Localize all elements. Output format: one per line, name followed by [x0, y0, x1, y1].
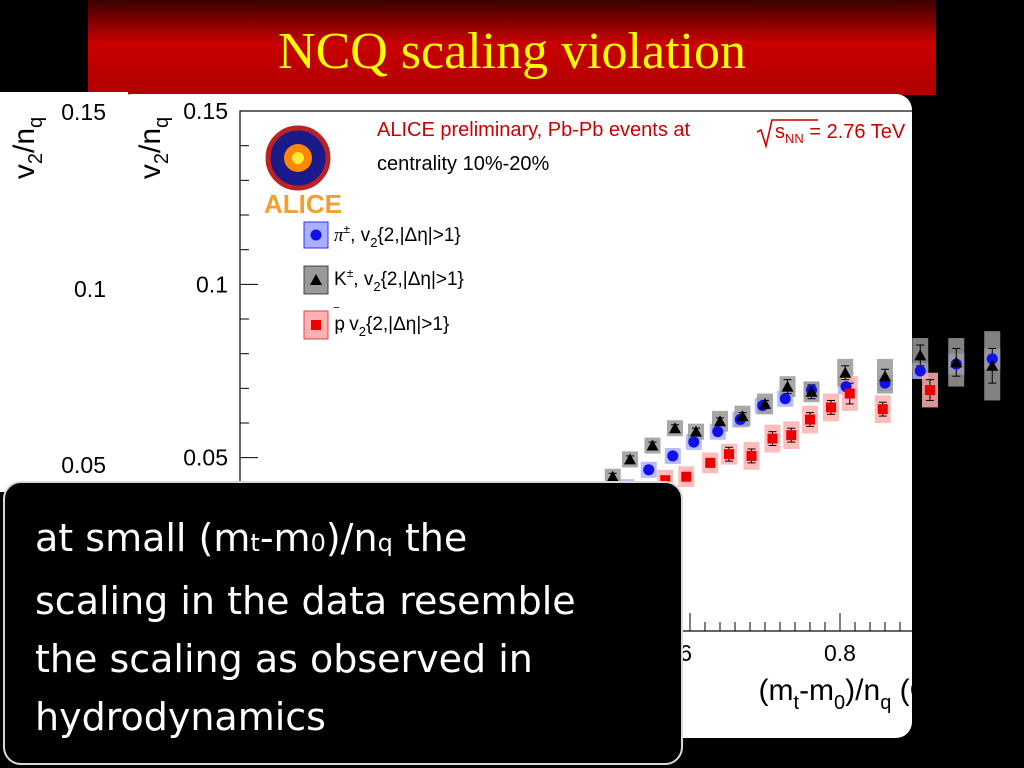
alice-logo-center: [292, 152, 304, 164]
kaon-point: [606, 470, 619, 482]
pion-point: [779, 393, 791, 405]
slide-title: NCQ scaling violation: [278, 23, 746, 80]
antiproton-point: [746, 450, 757, 461]
antiproton-point: [826, 402, 836, 413]
antiproton-point: [805, 414, 815, 425]
kaon-point: [805, 385, 818, 397]
kaon-point: [986, 359, 999, 371]
legend-label-antiproton: p‾, v2{2,|Δη|>1}: [333, 305, 449, 339]
kaon-point: [950, 356, 963, 368]
background-y-axis-title: v2/nq: [8, 117, 47, 179]
pion-point: [667, 450, 679, 462]
legend-swatch-kaon: [303, 265, 329, 295]
kaon-point: [646, 439, 659, 451]
title-banner: NCQ scaling violation: [88, 0, 936, 95]
annotation-callout: at small (mt-m0)/nq the scaling in the d…: [3, 481, 683, 765]
legend-marker-antiproton: [311, 320, 321, 330]
pion-point: [914, 365, 926, 377]
legend-entry-antiproton: p‾, v2{2,|Δη|>1}: [303, 305, 449, 340]
chart-title: ALICE preliminary, Pb-Pb events at: [377, 119, 691, 141]
systematic-bands: [584, 331, 1001, 503]
callout-line-2: scaling in the data resemble: [35, 579, 576, 623]
kaon-point: [781, 380, 794, 392]
chart-subtitle: centrality 10%-20%: [377, 153, 550, 175]
kaon-point: [669, 422, 681, 434]
y-tick-label: 0.05: [183, 445, 228, 471]
kaon-point: [839, 366, 852, 378]
pion-point: [688, 436, 700, 448]
callout-line-4: hydrodynamics: [35, 695, 326, 739]
legend-entry-kaon: K±, v2{2,|Δη|>1}: [303, 265, 464, 295]
legend-label-pion: π±, v2{2,|Δη|>1}: [334, 222, 461, 250]
legend-entry-pion: π±, v2{2,|Δη|>1}: [303, 221, 461, 250]
antiproton-point: [767, 433, 778, 444]
kaon-point: [879, 370, 891, 382]
kaon-point: [736, 410, 749, 422]
legend-marker-kaon: [310, 274, 322, 285]
kaon-point: [690, 425, 702, 437]
y-tick-label: 0.15: [183, 98, 228, 124]
alice-logo-text: ALICE: [264, 189, 342, 219]
sqrt-sign: [756, 119, 818, 150]
pion-point: [643, 464, 655, 476]
pion-point: [986, 353, 998, 365]
antiproton-point: [925, 385, 935, 396]
x-tick-label: 0.8: [824, 640, 856, 666]
antiproton-point: [660, 475, 671, 486]
callout-line-1: at small (mt-m0)/nq the: [35, 516, 468, 560]
y-tick-label: 0.1: [196, 271, 228, 297]
energy-label: sNN = 2.76 TeV: [756, 119, 906, 150]
legend-marker-pion: [310, 229, 322, 241]
callout-text: at small (mt-m0)/nq the scaling in the d…: [35, 509, 665, 746]
antiproton-point: [705, 457, 716, 468]
alice-logo: ALICE: [264, 125, 342, 219]
background-y-tick-label: 0.15: [61, 99, 106, 125]
antiproton-point: [877, 404, 888, 415]
legend: π±, v2{2,|Δη|>1} K±, v2{2,|Δη|>1} p‾, v2…: [303, 221, 464, 340]
antiproton-point: [786, 430, 797, 441]
x-tick-label: 1: [984, 640, 997, 666]
background-plot-panel: [0, 92, 128, 492]
kaon-point: [759, 397, 771, 409]
kaon-point: [624, 453, 636, 465]
kaon-point: [914, 349, 927, 361]
background-y-tick-label: 0.05: [61, 452, 106, 478]
background-y-tick-label: 0.1: [74, 276, 106, 302]
pion-point: [712, 426, 724, 438]
antiproton-point: [681, 471, 692, 482]
background-y-axis: v2/nq 0.15 0.1 0.05: [8, 99, 106, 478]
energy-value: sNN = 2.76 TeV: [775, 121, 906, 146]
legend-label-kaon: K±, v2{2,|Δη|>1}: [334, 266, 464, 294]
x-axis-title: (mt-m0)/nq (GeV/c): [759, 674, 1003, 714]
callout-line-3: the scaling as observed in: [35, 637, 533, 681]
kaon-point: [714, 415, 726, 427]
antiproton-point: [844, 388, 855, 399]
x-axis-ticks: 6 0.8 1: [679, 613, 996, 666]
y-axis-title: v2/nq: [134, 117, 173, 179]
antiproton-point: [724, 449, 734, 460]
